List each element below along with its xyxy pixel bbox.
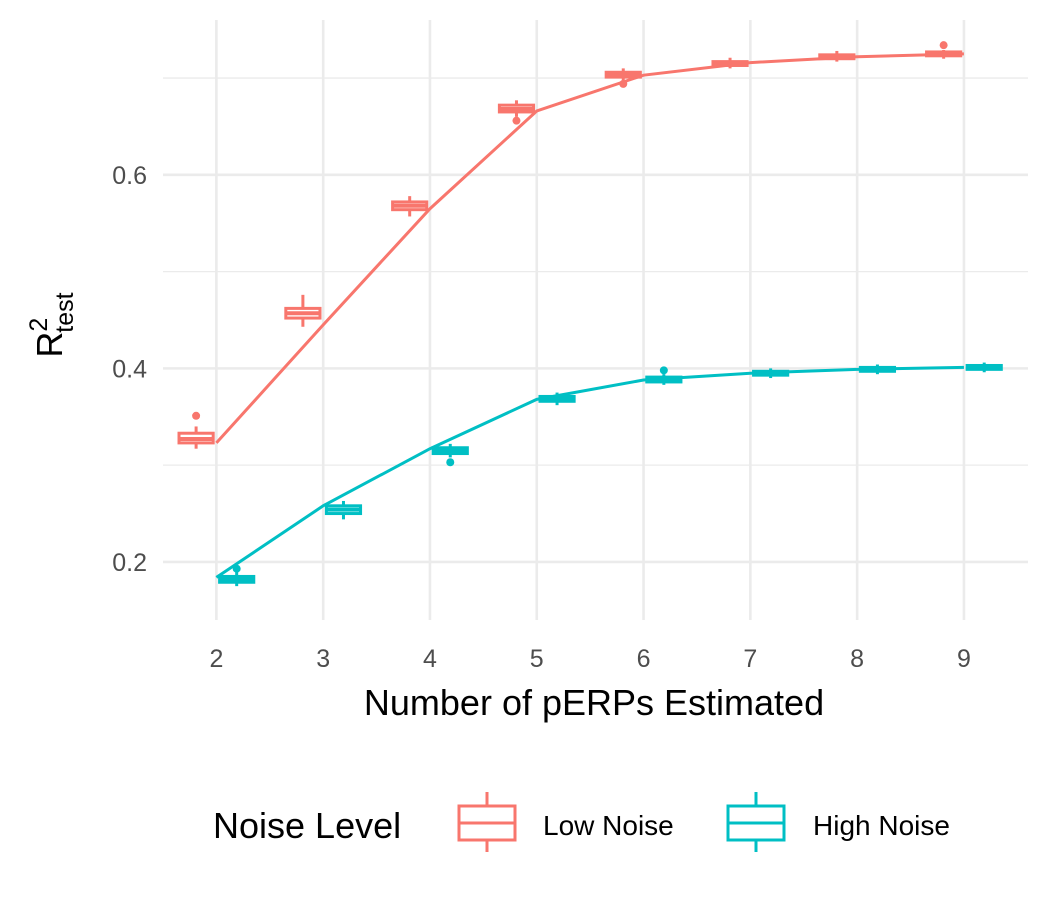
box-outlier xyxy=(192,411,201,420)
x-tick-label: 8 xyxy=(850,645,864,673)
series-high-noise xyxy=(215,362,1003,587)
box-outlier xyxy=(446,458,455,467)
y-axis-title-sub: test xyxy=(51,292,79,332)
legend-key-high-noise xyxy=(726,792,786,852)
x-tick-label: 4 xyxy=(423,645,437,673)
legend-label-high-noise: High Noise xyxy=(813,810,950,841)
y-axis-title: R2test xyxy=(25,292,79,357)
grid xyxy=(163,20,1028,620)
x-axis-title: Number of pERPs Estimated xyxy=(364,682,824,723)
box-outlier xyxy=(512,116,521,125)
legend: Noise Level Low Noise High Noise xyxy=(213,792,950,852)
series-line-low-noise xyxy=(215,52,964,444)
x-tick-label: 9 xyxy=(957,645,971,673)
legend-title: Noise Level xyxy=(213,805,401,846)
box-outlier xyxy=(939,41,948,50)
y-axis-title-sup: 2 xyxy=(25,318,53,332)
x-tick-label: 5 xyxy=(530,645,544,673)
box-outlier xyxy=(232,564,241,573)
plot-area xyxy=(177,41,1003,587)
legend-label-low-noise: Low Noise xyxy=(543,810,674,841)
series-low-noise xyxy=(177,41,964,449)
legend-key-low-noise xyxy=(457,792,517,852)
x-tick-label: 6 xyxy=(637,645,651,673)
x-axis-ticks: 2 3 4 5 6 7 8 9 xyxy=(209,645,970,673)
series-line-high-noise xyxy=(215,365,964,579)
x-tick-label: 7 xyxy=(743,645,757,673)
x-tick-label: 3 xyxy=(316,645,330,673)
y-tick-label: 0.4 xyxy=(112,355,147,383)
y-axis-ticks: 0.2 0.4 0.6 xyxy=(112,162,147,577)
y-tick-label: 0.6 xyxy=(112,162,147,190)
y-axis-title-base: R xyxy=(29,332,70,358)
box-outlier xyxy=(619,79,628,88)
box-outlier xyxy=(659,366,668,375)
y-tick-label: 0.2 xyxy=(112,549,147,577)
x-tick-label: 2 xyxy=(209,645,223,673)
